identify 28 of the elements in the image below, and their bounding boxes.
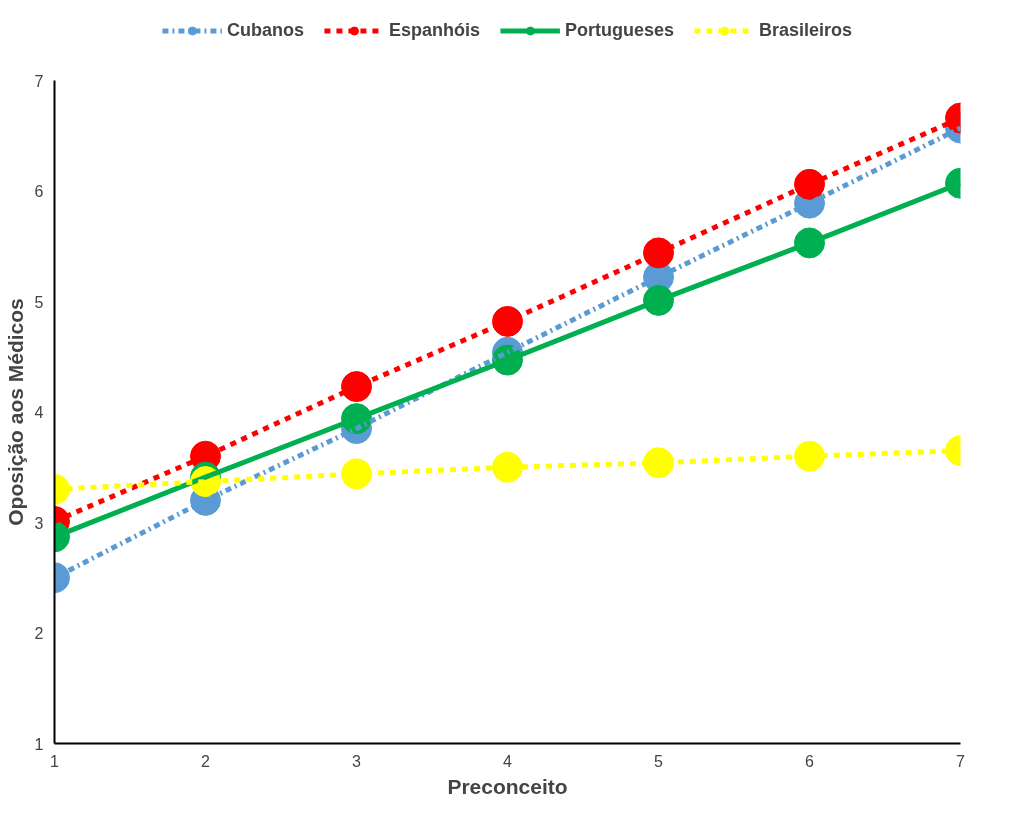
x-tick-label: 4 (503, 752, 513, 770)
legend-label: Espanhóis (388, 19, 480, 41)
x-tick-label: 7 (956, 752, 966, 770)
point (341, 458, 372, 490)
legend-label: Brasileiros (759, 19, 853, 41)
y-tick-label: 2 (34, 625, 44, 642)
point (794, 168, 825, 200)
x-tick-label: 2 (201, 752, 211, 770)
point (643, 237, 674, 269)
point (492, 451, 523, 483)
x-tick-label: 5 (654, 752, 664, 770)
y-tick-label: 1 (34, 735, 44, 753)
x-axis-title: Preconceito (447, 774, 568, 798)
legend-label: Portugueses (564, 19, 675, 41)
y-tick-label: 3 (34, 514, 44, 532)
y-tick-label: 4 (34, 404, 44, 421)
y-tick-label: 7 (34, 72, 44, 90)
point (643, 447, 674, 479)
y-axis-title: Oposição aos Médicos (3, 298, 27, 526)
x-tick-label: 6 (805, 752, 815, 770)
y-tick-label: 6 (34, 183, 44, 200)
point (341, 371, 372, 403)
legend-label: Cubanos (226, 19, 304, 41)
x-tick-label: 1 (50, 752, 60, 770)
y-tick-label: 5 (34, 293, 44, 311)
point (492, 305, 523, 337)
x-tick-label: 3 (352, 752, 362, 770)
point (794, 440, 825, 472)
